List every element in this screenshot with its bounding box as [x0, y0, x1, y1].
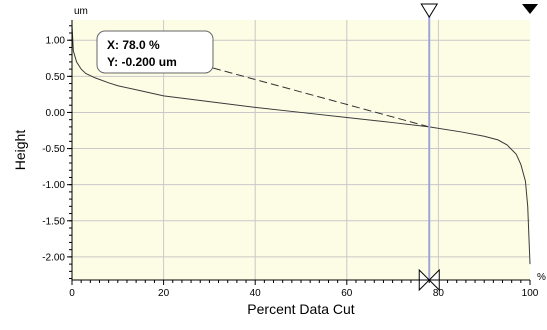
x-tick-label: 20: [158, 288, 170, 299]
y-tick-label: -0.50: [42, 144, 65, 155]
x-axis-title: Percent Data Cut: [247, 301, 354, 317]
y-tick-label: 0.50: [46, 72, 66, 83]
y-tick-label: -2.00: [42, 252, 65, 263]
x-unit-label: %: [537, 272, 546, 283]
x-tick-labels: 0 20 40 60 80 100: [69, 288, 539, 299]
y-tick-labels: 1.00 0.50 0.00 -0.50 -1.00 -1.50 -2.00: [42, 36, 65, 264]
x-tick-label: 0: [69, 288, 75, 299]
y-axis-title: Height: [12, 130, 28, 171]
readout-box: [96, 30, 214, 74]
series-line: [71, 25, 531, 265]
readout-tooltip: X: 78.0 % Y: -0.200 um: [96, 30, 214, 74]
y-tick-label: -1.00: [42, 180, 65, 191]
y-tick-label: 0.00: [46, 108, 66, 119]
x-tick-label: 40: [250, 288, 262, 299]
y-unit-label: um: [74, 6, 88, 17]
readout-leader-line: [212, 67, 430, 128]
x-tick-label: 100: [522, 288, 539, 299]
x-tick-label: 60: [341, 288, 353, 299]
y-tick-label: 1.00: [46, 36, 66, 47]
x-tick-label: 80: [433, 288, 445, 299]
readout-y: Y: -0.200 um: [107, 55, 177, 69]
cursor-top-handle[interactable]: [420, 3, 439, 18]
readout-x: X: 78.0 %: [107, 38, 160, 52]
right-limit-marker[interactable]: [522, 4, 538, 14]
y-tick-label: -1.50: [42, 216, 65, 227]
